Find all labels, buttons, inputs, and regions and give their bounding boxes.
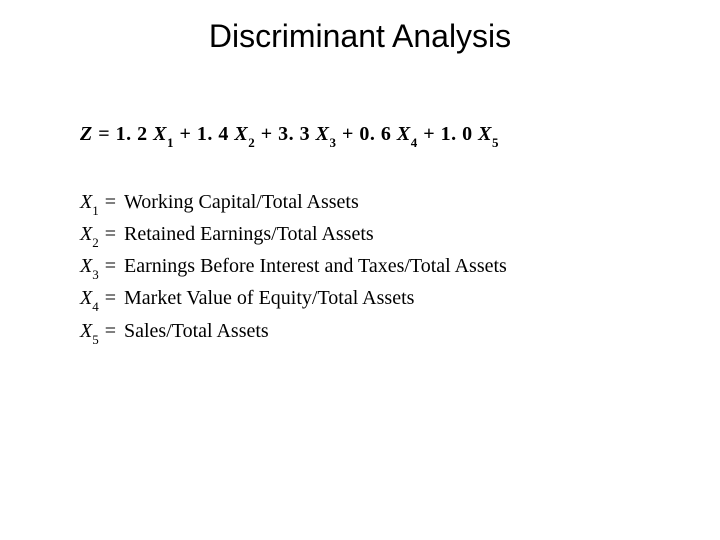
definition-variable: X1 [80,187,105,219]
variable-definitions: X1 = Working Capital/Total Assets X2 = R… [80,187,507,348]
content-area: Z = 1. 2 X1 + 1. 4 X2 + 3. 3 X3 + 0. 6 X… [0,55,720,348]
definition-equals: = [105,316,124,348]
definition-variable: X5 [80,316,105,348]
definition-description: Sales/Total Assets [124,316,507,348]
definition-description: Earnings Before Interest and Taxes/Total… [124,251,507,283]
definition-row: X5 = Sales/Total Assets [80,316,507,348]
equation-term-2: + 1. 4 X2 [179,123,255,145]
definition-row: X4 = Market Value of Equity/Total Assets [80,283,507,315]
equation-term-3: + 3. 3 X3 [261,123,337,145]
definition-description: Market Value of Equity/Total Assets [124,283,507,315]
definition-row: X3 = Earnings Before Interest and Taxes/… [80,251,507,283]
definition-variable: X4 [80,283,105,315]
definition-variable: X3 [80,251,105,283]
definition-description: Retained Earnings/Total Assets [124,219,507,251]
equation-term-5: + 1. 0 X5 [423,123,499,145]
definition-equals: = [105,251,124,283]
definition-equals: = [105,187,124,219]
definition-equals: = [105,219,124,251]
page-title: Discriminant Analysis [0,0,720,55]
definition-variable: X2 [80,219,105,251]
definition-equals: = [105,283,124,315]
equation-term-1: 1. 2 X1 [116,123,174,145]
definition-row: X1 = Working Capital/Total Assets [80,187,507,219]
z-score-equation: Z = 1. 2 X1 + 1. 4 X2 + 3. 3 X3 + 0. 6 X… [80,123,720,149]
equation-term-4: + 0. 6 X4 [342,123,418,145]
equals-sign: = [98,123,115,145]
equation-lhs: Z [80,123,93,145]
definition-row: X2 = Retained Earnings/Total Assets [80,219,507,251]
definition-description: Working Capital/Total Assets [124,187,507,219]
